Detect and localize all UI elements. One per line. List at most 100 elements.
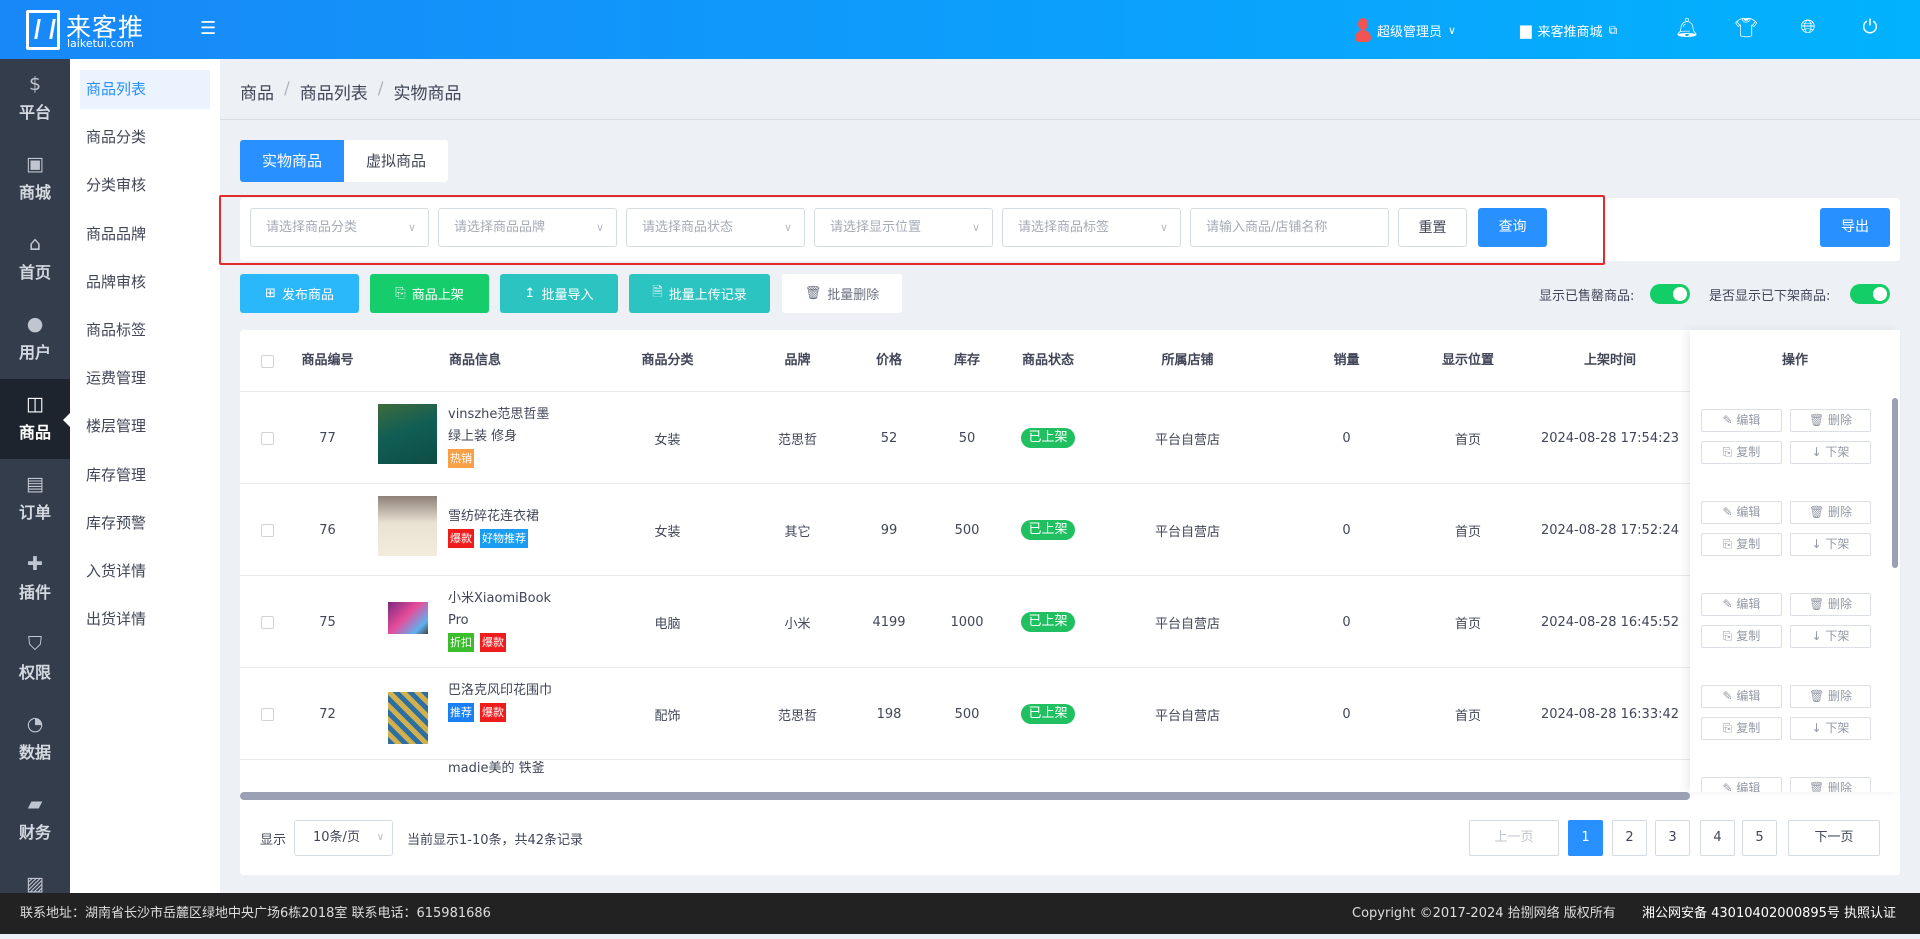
delete-button[interactable]: 🗑︎ 删除 — [1790, 501, 1871, 524]
nav-item-6[interactable]: ✚ 插件 — [0, 539, 70, 619]
query-button[interactable]: 查询 — [1478, 208, 1547, 247]
export-button[interactable]: 导出 — [1820, 208, 1890, 247]
globe-icon[interactable]: 🌐︎ — [1800, 16, 1816, 38]
delete-button[interactable]: 🗑︎ 删除 — [1790, 685, 1871, 708]
copy-button[interactable]: ⎘ 复制 — [1701, 441, 1782, 464]
nav-item-4[interactable]: ◫ 商品 — [0, 379, 70, 459]
nav-item-9[interactable]: ▰ 财务 — [0, 779, 70, 859]
shirt-icon[interactable]: 👕︎ — [1733, 17, 1759, 39]
page-4-button[interactable]: 4 — [1700, 820, 1735, 856]
unshelve-button[interactable]: ↓ 下架 — [1790, 441, 1871, 464]
menu-toggle-icon[interactable]: ☰ — [200, 18, 217, 39]
delete-button[interactable]: 🗑︎ 删除 — [1790, 593, 1871, 616]
vertical-scrollbar[interactable] — [1892, 392, 1899, 792]
product-image[interactable] — [388, 692, 428, 744]
product-name[interactable]: vinszhe范思哲墨绿上装 修身 — [448, 407, 550, 444]
power-icon[interactable]: ⏻ — [1862, 16, 1878, 38]
position-select[interactable]: 请选择显示位置 ∨ — [814, 208, 993, 247]
footer-icp[interactable]: 湘公网安备 43010402000895号 执照认证 — [1642, 906, 1897, 921]
upload-log-button[interactable]: 🗎︎ 批量上传记录 — [629, 274, 770, 313]
checkbox[interactable] — [261, 354, 274, 368]
submenu-item[interactable]: 楼层管理 — [86, 417, 147, 436]
column-header: 商品分类 — [641, 353, 694, 368]
submenu-item[interactable]: 商品品牌 — [86, 224, 147, 243]
nav-item-0[interactable]: $ 平台 — [0, 59, 70, 139]
keyword-input[interactable]: 请输入商品/店铺名称 — [1190, 208, 1389, 247]
edit-button[interactable]: ✎ 编辑 — [1701, 409, 1782, 432]
tag-select[interactable]: 请选择商品标签 ∨ — [1002, 208, 1181, 247]
submenu-item[interactable]: 库存预警 — [86, 513, 147, 532]
batch-delete-button[interactable]: 🗑︎ 批量删除 — [782, 274, 902, 313]
nav-item-7[interactable]: ⛉ 权限 — [0, 619, 70, 699]
product-name[interactable]: 小米XiaomiBook Pro — [448, 591, 552, 628]
select-all-checkbox[interactable] — [240, 330, 295, 392]
product-name[interactable]: 巴洛克风印花围巾 — [448, 683, 553, 698]
vertical-scroll-thumb[interactable] — [1892, 398, 1898, 568]
batch-import-button[interactable]: ↥ 批量导入 — [500, 274, 618, 313]
nav-item-1[interactable]: ▣ 商城 — [0, 139, 70, 219]
delete-button[interactable]: 🗑︎ 删除 — [1790, 409, 1871, 432]
bell-icon[interactable]: 🔔︎ — [1674, 17, 1700, 39]
tab-physical-goods[interactable]: 实物商品 — [240, 140, 344, 182]
unshelve-button[interactable]: ↓ 下架 — [1790, 717, 1871, 740]
page-1-button[interactable]: 1 — [1568, 820, 1603, 856]
horizontal-scrollbar[interactable] — [240, 792, 1690, 800]
logo[interactable]: 来客推 laiketui.com — [22, 10, 182, 50]
next-page-button[interactable]: 下一页 — [1788, 820, 1880, 856]
nav-item-5[interactable]: ▤ 订单 — [0, 459, 70, 539]
page-size-select[interactable]: 10条/页 ∨ — [294, 820, 394, 856]
user-menu[interactable]: 超级管理员 ∨ — [1355, 16, 1456, 44]
category-select[interactable]: 请选择商品分类 ∨ — [250, 208, 429, 247]
unshelve-button[interactable]: ↓ 下架 — [1790, 625, 1871, 648]
edit-button[interactable]: ✎ 编辑 — [1701, 777, 1782, 792]
product-image[interactable] — [388, 602, 428, 634]
copy-button[interactable]: ⎘ 复制 — [1701, 625, 1782, 648]
row-checkbox[interactable] — [261, 431, 274, 445]
publish-goods-button[interactable]: ⊞ 发布商品 — [240, 274, 359, 313]
breadcrumb-item[interactable]: 商品列表 — [299, 84, 368, 104]
copy-button[interactable]: ⎘ 复制 — [1701, 533, 1782, 556]
edit-button[interactable]: ✎ 编辑 — [1701, 685, 1782, 708]
page-3-button[interactable]: 3 — [1655, 820, 1690, 856]
store-link[interactable]: ▆ 来客推商城 ⧉ — [1520, 16, 1617, 44]
submenu-item[interactable]: 商品分类 — [86, 128, 147, 147]
nav-item-3[interactable]: ● 用户 — [0, 299, 70, 379]
product-image[interactable] — [378, 496, 437, 556]
row-checkbox[interactable] — [261, 707, 274, 721]
reset-button[interactable]: 重置 — [1398, 208, 1467, 247]
nav-item-2[interactable]: ⌂ 首页 — [0, 219, 70, 299]
copy-button[interactable]: ⎘ 复制 — [1701, 717, 1782, 740]
product-image[interactable] — [378, 404, 437, 464]
submenu-item[interactable]: 分类审核 — [86, 176, 147, 195]
status-select[interactable]: 请选择商品状态 ∨ — [626, 208, 805, 247]
shelve-goods-button[interactable]: ⎘ 商品上架 — [370, 274, 489, 313]
product-image[interactable] — [378, 770, 437, 792]
page-5-button[interactable]: 5 — [1742, 820, 1777, 856]
row-checkbox[interactable] — [261, 615, 274, 629]
tab-virtual-goods[interactable]: 虚拟商品 — [365, 152, 426, 170]
submenu-item[interactable]: 库存管理 — [86, 465, 147, 484]
off-shelf-toggle[interactable] — [1850, 284, 1890, 304]
submenu-item[interactable]: 入货详情 — [86, 562, 147, 580]
prev-page-button[interactable]: 上一页 — [1469, 820, 1559, 856]
submenu-item[interactable]: 品牌审核 — [86, 272, 147, 291]
row-checkbox[interactable] — [261, 523, 274, 537]
edit-button[interactable]: ✎ 编辑 — [1701, 501, 1782, 524]
sold-out-toggle[interactable] — [1650, 284, 1690, 304]
nav-item-10[interactable]: ▨ — [0, 859, 70, 939]
nav-item-8[interactable]: ◔ 数据 — [0, 699, 70, 779]
edit-button[interactable]: ✎ 编辑 — [1701, 593, 1782, 616]
breadcrumb-item[interactable]: 商品 — [240, 84, 274, 104]
unshelve-button[interactable]: ↓ 下架 — [1790, 533, 1871, 556]
delete-button[interactable]: 🗑︎ 删除 — [1790, 777, 1871, 792]
submenu-item[interactable]: 出货详情 — [86, 610, 147, 629]
brand-select[interactable]: 请选择商品品牌 ∨ — [438, 208, 617, 247]
page-2-button[interactable]: 2 — [1612, 820, 1647, 856]
upload-arrow-icon: ↥ — [524, 286, 536, 301]
product-name[interactable]: madie美的 铁釜 — [448, 761, 545, 776]
submenu-item[interactable]: 商品标签 — [86, 321, 147, 339]
submenu-item[interactable]: 商品列表 — [80, 70, 210, 109]
submenu-item[interactable]: 运费管理 — [86, 369, 147, 388]
product-name[interactable]: 雪纺碎花连衣裙 — [448, 509, 540, 524]
horizontal-scroll-thumb[interactable] — [240, 792, 1690, 800]
